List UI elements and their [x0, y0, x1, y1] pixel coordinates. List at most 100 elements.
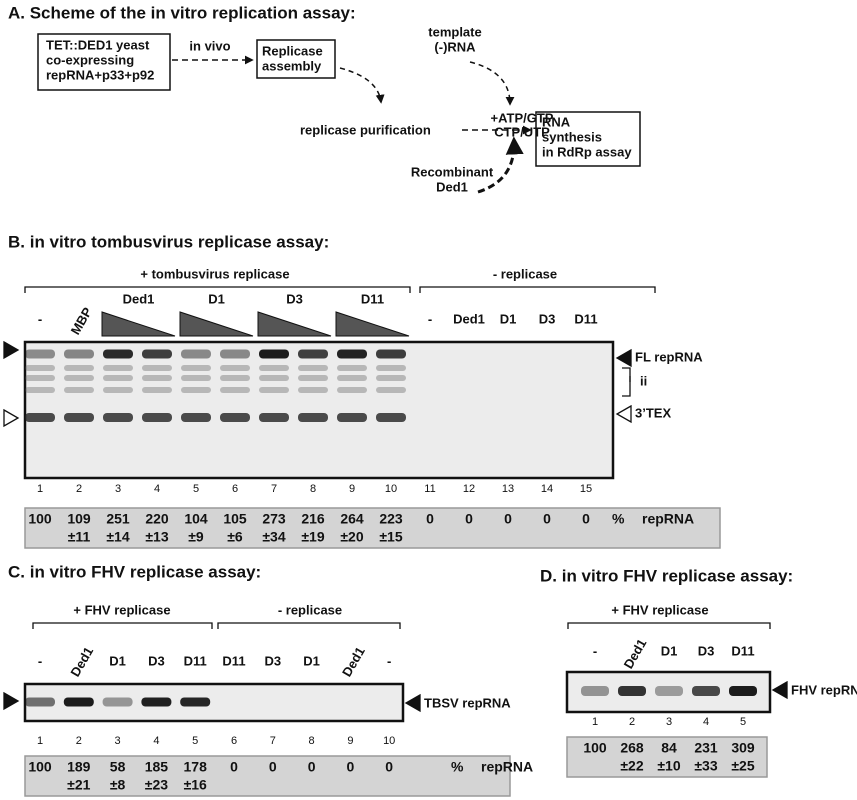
lane-label: Ded1: [339, 644, 368, 679]
band: [376, 349, 406, 359]
band: [298, 349, 328, 359]
band-marker: [404, 693, 421, 713]
quant-value: 58: [110, 759, 126, 775]
band: [63, 697, 94, 707]
smear: [220, 375, 250, 381]
quant-error: ±34: [262, 529, 285, 545]
lane-number: 2: [76, 735, 82, 747]
quant-error: ±20: [340, 529, 363, 545]
quant-value: 109: [67, 511, 91, 527]
label: Ded1: [436, 179, 468, 194]
lane-number: 7: [271, 483, 277, 495]
quant-value: 0: [504, 511, 512, 527]
smear: [142, 387, 172, 393]
band-marker: [3, 408, 20, 428]
quant-error: ±22: [620, 758, 643, 774]
lane-number: 6: [232, 483, 238, 495]
lane-label: D11: [574, 311, 597, 326]
quant-value: 0: [230, 759, 238, 775]
lane-number: 10: [383, 735, 395, 747]
lane-number: 13: [502, 483, 514, 495]
box-text: repRNA+p33+p92: [46, 67, 154, 82]
quant-value: 100: [583, 740, 607, 756]
band: [180, 697, 211, 707]
unit: %: [612, 511, 625, 527]
band: [181, 413, 211, 422]
band: [376, 413, 406, 422]
bracket: [217, 622, 401, 629]
smear: [298, 387, 328, 393]
smear: [298, 365, 328, 371]
quant-error: ±23: [145, 777, 168, 793]
band-marker: [3, 691, 20, 711]
group-label: + FHV replicase: [73, 602, 170, 617]
box-text: co-expressing: [46, 52, 134, 67]
wedge: [335, 311, 410, 337]
quant-value: 220: [145, 511, 169, 527]
quant-error: ±8: [110, 777, 126, 793]
quant-error: ±16: [184, 777, 207, 793]
smear: [259, 387, 289, 393]
smear: [337, 375, 367, 381]
bracket: [622, 367, 631, 397]
smear: [376, 375, 406, 381]
lane-number: 5: [740, 716, 746, 728]
lane-number: 2: [76, 483, 82, 495]
quant-value: 0: [347, 759, 355, 775]
quant-error: ±21: [67, 777, 90, 793]
band: [102, 697, 133, 707]
label: +ATP/GTP: [491, 110, 554, 125]
band: [581, 686, 609, 696]
lane-number: 8: [310, 483, 316, 495]
smear: [25, 375, 55, 381]
lane-number: 1: [592, 716, 598, 728]
smear: [64, 387, 94, 393]
lane-number: 2: [629, 716, 635, 728]
group-label: - replicase: [493, 266, 557, 281]
smear: [181, 375, 211, 381]
quant-value: 0: [543, 511, 551, 527]
lane-number: 1: [37, 483, 43, 495]
band: [141, 697, 172, 707]
quant-value: 178: [184, 759, 208, 775]
band: [64, 413, 94, 422]
band-label: FL repRNA: [635, 349, 703, 364]
band-label: ii: [640, 373, 647, 388]
lane-number: 1: [37, 735, 43, 747]
lane-label: D11: [222, 653, 245, 668]
label: template: [428, 24, 481, 39]
lane-number: 7: [270, 735, 276, 747]
quant-value: 273: [262, 511, 286, 527]
lane-number: 3: [115, 483, 121, 495]
bracket: [32, 622, 213, 629]
band: [655, 686, 683, 696]
lane-number: 5: [192, 735, 198, 747]
group-label: + tombusvirus replicase: [140, 266, 289, 281]
label: CTP/UTP: [494, 124, 550, 139]
yeast-box: [37, 33, 171, 91]
bracket: [567, 622, 771, 629]
smear: [298, 375, 328, 381]
band: [337, 349, 367, 359]
smear: [103, 365, 133, 371]
smear: [376, 365, 406, 371]
band: [103, 413, 133, 422]
smear: [64, 375, 94, 381]
synthesis-box: [535, 111, 641, 167]
lane-number: 8: [309, 735, 315, 747]
band: [729, 686, 757, 696]
quant-value: 309: [731, 740, 755, 756]
quant-value: 105: [223, 511, 247, 527]
lane-number: 6: [231, 735, 237, 747]
quant-box: [566, 736, 768, 778]
measure: repRNA: [642, 511, 694, 527]
band: [142, 413, 172, 422]
lane-label: -: [38, 311, 42, 326]
quant-error: ±9: [188, 529, 204, 545]
lane-number: 3: [666, 716, 672, 728]
quant-error: ±19: [301, 529, 324, 545]
quant-error: ±10: [657, 758, 680, 774]
quant-error: ±13: [145, 529, 168, 545]
lane-number: 10: [385, 483, 397, 495]
lane-label: MBP: [68, 304, 96, 337]
